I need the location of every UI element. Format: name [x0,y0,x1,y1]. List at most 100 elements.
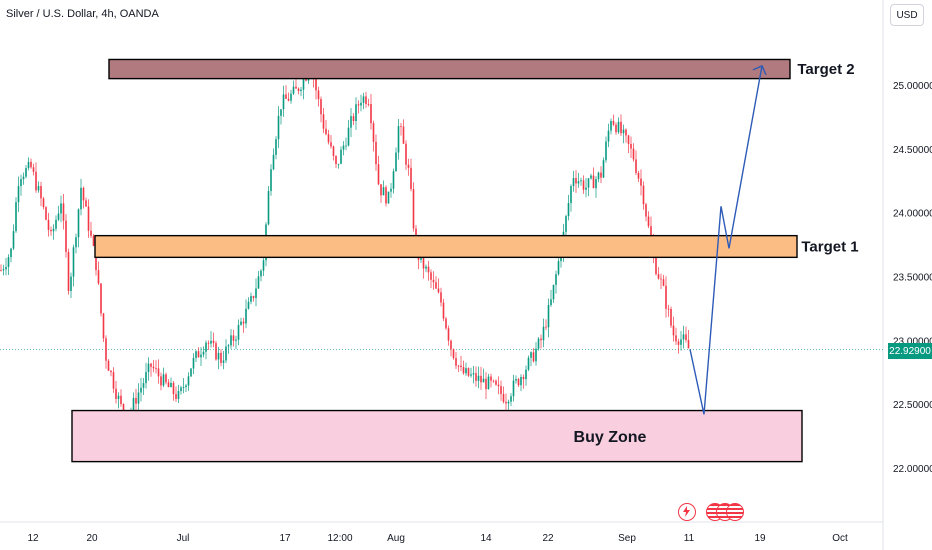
candle-body [300,89,302,92]
candle-body [507,401,510,404]
candle-body [250,296,252,302]
zone-target-1[interactable] [94,234,798,259]
candle-body [235,339,237,341]
candle-body [582,180,585,190]
candle-body [465,368,467,374]
candle-body [157,368,160,377]
candle-body [640,178,642,186]
candle-body [395,152,397,172]
candle-body [670,308,672,326]
candle-body [185,385,187,388]
candle-body [110,370,112,373]
candle-body [92,235,95,246]
candle-body [287,98,290,101]
candle-body [275,139,277,155]
x-axis: 12 20 Jul 17 12:00 Aug 14 22 Sep 11 19 Oct [27,533,848,544]
candle-body [557,261,560,275]
candle-body [17,186,20,203]
x-tick-label: 19 [754,533,766,544]
candle-body [277,115,280,140]
zone-target-2[interactable] [108,58,791,80]
currency-button[interactable]: USD [890,4,924,26]
candle-body [432,279,435,283]
candle-body [580,180,582,182]
candle-body [547,305,550,328]
candle-body [587,178,590,188]
candle-body [102,313,105,339]
candle-body [442,302,445,319]
candle-body [60,203,62,214]
candle-body [602,160,605,178]
candle-body [67,251,70,291]
candle-body [82,187,85,201]
candle-body [645,204,647,217]
candle-body [330,142,332,147]
candle-body [57,213,60,220]
candle-body [600,172,602,178]
candle-body [410,167,412,190]
candle-body [187,376,190,386]
candle-body [485,378,487,390]
zone-buy-zone[interactable] [71,409,803,463]
candle-body [407,164,410,168]
candle-body [35,171,37,191]
x-tick-label: Aug [387,533,405,544]
candle-body [332,146,335,156]
candle-body [345,145,347,147]
candle-body [207,342,210,344]
candle-body [20,179,22,187]
candle-body [622,129,625,134]
candle-body [397,126,400,153]
candle-body [525,369,527,380]
candle-body [570,186,572,204]
candle-body [37,186,40,191]
candle-body [232,335,235,341]
candle-body [350,116,352,128]
candle-body [452,349,455,359]
candle-body [607,130,610,142]
candle-body [545,326,547,328]
candle-body [230,335,232,346]
candle-body [252,296,255,298]
candle-body [527,357,530,370]
candle-body [295,86,297,89]
candle-body [367,104,370,105]
candle-body [285,94,287,99]
candle-body [0,270,2,271]
candle-body [227,345,230,347]
us-flag-event-icon-3[interactable] [726,503,744,521]
candle-body [137,392,140,404]
candle-body [487,376,490,390]
candle-body [237,324,240,340]
candle-body [175,394,177,399]
candle-body [372,123,375,142]
candle-body [630,143,632,149]
earnings-flash-icon[interactable] [678,503,696,521]
candle-body [50,229,52,232]
current-price-label: 22.92900 [888,343,932,359]
candle-body [490,376,492,381]
y-tick-label: 22.00000 [893,464,932,475]
candle-body [315,79,317,91]
candle-body [422,253,425,269]
candle-body [97,270,100,284]
x-tick-label: 14 [480,533,492,544]
candle-body [135,397,137,404]
candle-body [400,126,402,127]
candle-body [162,374,165,386]
x-tick-label: 11 [684,533,695,544]
candle-body [152,366,155,369]
candle-body [360,102,362,106]
candle-body [75,237,77,248]
candle-body [475,373,477,381]
x-tick-label: Oct [832,533,848,544]
candle-body [430,272,432,280]
candle-body [2,269,5,271]
candle-body [500,386,502,394]
candle-body [347,127,350,146]
candle-body [427,266,430,273]
candle-body [382,187,385,196]
candle-body [12,231,15,249]
candle-body [165,374,167,383]
